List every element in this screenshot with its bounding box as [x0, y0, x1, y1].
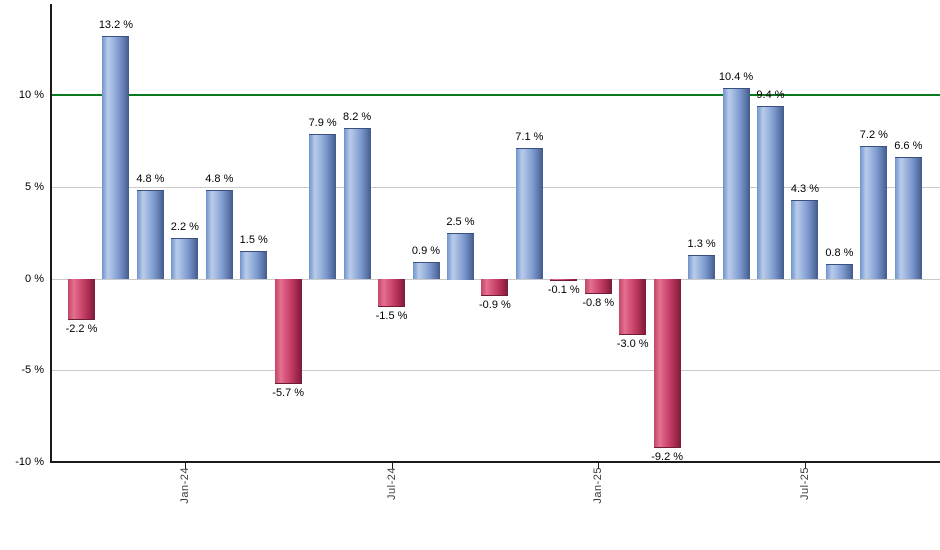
- return-bar-positive: [825, 263, 853, 280]
- return-bar-positive: [205, 190, 233, 280]
- bar-value-label: 0.8 %: [825, 246, 854, 259]
- y-axis-tick-label: -10 %: [15, 456, 44, 468]
- return-bar-negative: [481, 278, 509, 296]
- return-bar-positive: [894, 157, 922, 280]
- y-axis-tick-label: 10 %: [18, 89, 44, 101]
- x-axis-tick-label: Jan-25: [592, 467, 605, 504]
- bar-value-label: 2.5 %: [446, 215, 475, 228]
- y-gridline: [50, 370, 940, 372]
- return-bar-positive: [171, 238, 199, 280]
- bar-value-label: 13.2 %: [98, 19, 134, 32]
- y-axis-tick-label: -5 %: [21, 364, 44, 377]
- bar-value-label: 4.8 %: [205, 173, 234, 186]
- bar-value-label: -1.5 %: [375, 310, 408, 323]
- bar-value-label: -3.0 %: [616, 337, 649, 350]
- return-bar-positive: [240, 250, 268, 280]
- bar-value-label: 1.5 %: [239, 233, 268, 246]
- return-bar-positive: [102, 36, 130, 280]
- return-bar-negative: [274, 278, 302, 385]
- x-axis-tick-label: Jul-25: [798, 467, 811, 500]
- y-axis-tick-label: 0 %: [25, 272, 44, 285]
- bar-value-label: 0.9 %: [411, 244, 441, 257]
- bar-value-label: 7.1 %: [515, 131, 544, 144]
- y-gridline: [50, 186, 940, 188]
- x-axis-tick: [598, 461, 600, 469]
- bar-value-label: -0.8 %: [582, 297, 615, 310]
- bar-value-label: -5.7 %: [272, 387, 305, 400]
- return-bar-negative: [550, 278, 578, 282]
- bar-value-label: 2.2 %: [170, 221, 199, 234]
- return-bar-positive: [688, 254, 716, 280]
- bar-value-label: 9.4 %: [756, 89, 785, 101]
- bar-value-label: 7.2 %: [859, 129, 888, 142]
- return-bar-negative: [584, 278, 612, 295]
- bar-value-label: 7.9 %: [308, 116, 337, 129]
- x-axis-tick-label: Jan-24: [178, 467, 191, 504]
- x-axis-tick-label: Jul-24: [385, 467, 398, 500]
- return-bar-positive: [791, 199, 819, 280]
- bar-value-label: -0.1 %: [547, 284, 580, 297]
- return-bar-negative: [68, 278, 95, 320]
- y-axis-tick-label: 5 %: [25, 180, 44, 193]
- return-bar-positive: [343, 128, 371, 280]
- return-bar-negative: [378, 278, 406, 308]
- bar-value-label: 6.6 %: [894, 140, 923, 153]
- bar-value-label: 8.2 %: [343, 111, 372, 124]
- return-bar-positive: [722, 87, 750, 280]
- bar-value-label: 1.3 %: [687, 237, 716, 250]
- y-axis-line: [50, 4, 52, 462]
- bar-value-label: 10.4 %: [718, 70, 754, 83]
- return-bar-positive: [757, 106, 784, 280]
- return-bar-positive: [412, 261, 440, 280]
- bar-value-label: 4.3 %: [790, 182, 819, 195]
- return-bar-positive: [309, 133, 337, 280]
- x-axis-line: [50, 461, 940, 463]
- bar-value-label: 4.8 %: [136, 173, 165, 186]
- bar-value-label: -2.2 %: [65, 322, 98, 335]
- return-bar-negative: [619, 278, 647, 335]
- x-axis-tick: [184, 461, 186, 469]
- x-axis-tick: [804, 461, 806, 469]
- x-axis-tick: [391, 461, 393, 469]
- reference-line-10pct: [50, 94, 940, 96]
- bar-value-label: -9.2 %: [651, 451, 684, 464]
- return-bar-positive: [515, 148, 543, 280]
- bar-value-label: -0.9 %: [478, 299, 511, 311]
- return-bar-positive: [136, 190, 164, 280]
- return-bar-negative: [653, 278, 681, 449]
- return-bar-positive: [446, 232, 474, 280]
- return-bar-positive: [860, 146, 888, 280]
